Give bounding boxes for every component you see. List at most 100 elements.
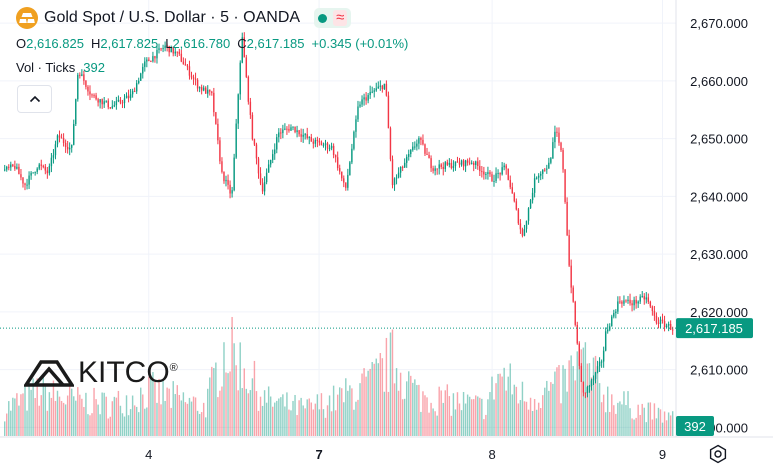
volume-bar — [649, 402, 652, 436]
candle-body — [598, 361, 601, 367]
candle-body — [243, 37, 245, 58]
volume-bar — [38, 405, 40, 436]
candle-body — [527, 208, 530, 221]
candle-body — [239, 62, 241, 95]
volume-bar — [330, 411, 333, 436]
settings-icon — [709, 444, 727, 464]
volume-bar — [655, 418, 658, 436]
candle-body — [38, 164, 40, 169]
candle-body — [615, 311, 617, 314]
time-tick-label: 8 — [489, 447, 496, 462]
candle-body — [602, 350, 605, 362]
volume-bar — [661, 422, 664, 436]
volume-bar — [32, 378, 34, 436]
volume-legend[interactable]: Vol · Ticks 392 — [16, 60, 105, 75]
volume-bar — [227, 373, 229, 436]
volume-bar — [462, 391, 465, 436]
candle-body — [418, 138, 420, 144]
volume-bar — [14, 398, 16, 436]
candle-body — [158, 48, 160, 50]
volume-bar — [156, 402, 158, 436]
candle-body — [215, 112, 217, 124]
volume-bar — [489, 392, 491, 436]
volume-bar — [221, 386, 223, 436]
volume-bar — [302, 405, 304, 436]
volume-bar — [371, 361, 373, 436]
volume-bar — [383, 391, 386, 436]
volume-bar — [117, 390, 120, 436]
volume-bar — [334, 410, 337, 436]
volume-bar — [460, 410, 463, 436]
candle-body — [274, 149, 276, 155]
candle-body — [639, 296, 641, 302]
candle-body — [146, 59, 148, 62]
volume-bar — [391, 329, 394, 436]
candle-body — [438, 164, 440, 169]
candle-body — [91, 94, 93, 96]
volume-bar — [434, 411, 436, 436]
volume-bar — [466, 394, 469, 436]
volume-bar — [306, 399, 308, 436]
candle-body — [580, 365, 583, 382]
price-tick-label: 2,620.000 — [690, 305, 748, 320]
volume-bar — [85, 392, 87, 436]
candle-body — [558, 132, 560, 143]
volume-bar — [190, 401, 193, 436]
status-pill[interactable]: ≈ — [314, 8, 352, 28]
volume-bar — [406, 381, 408, 436]
candle-body — [125, 95, 128, 99]
candle-body — [56, 135, 59, 145]
volume-bar — [245, 388, 248, 436]
volume-bar — [450, 415, 453, 436]
chart-settings-button[interactable] — [708, 444, 728, 469]
candle-body — [643, 296, 645, 300]
volume-bar — [373, 363, 375, 436]
candle-body — [77, 74, 79, 100]
candle-body — [93, 95, 95, 97]
collapse-legend-button[interactable] — [17, 85, 52, 113]
candle-body — [22, 177, 24, 184]
candle-body — [649, 301, 652, 307]
candle-body — [184, 64, 187, 66]
volume-bar — [213, 368, 215, 436]
high-value: H2,617.825 — [90, 36, 159, 51]
volume-bar — [440, 390, 442, 436]
volume-bar — [357, 399, 359, 436]
volume-bar — [485, 414, 487, 436]
volume-bar — [231, 316, 233, 436]
volume-bar — [389, 332, 392, 436]
candle-body — [229, 184, 231, 194]
candle-body — [414, 146, 416, 148]
candle-body — [521, 229, 524, 236]
candle-body — [464, 160, 467, 167]
volume-bar — [50, 397, 53, 436]
volume-bar — [621, 404, 623, 436]
candle-body — [495, 173, 497, 181]
candle-body — [138, 80, 140, 84]
candle-body — [298, 130, 300, 135]
candle-body — [288, 128, 290, 131]
chart-header: Gold Spot / U.S. Dollar · 5 · OANDA ≈ — [16, 7, 352, 29]
volume-bar — [588, 363, 591, 436]
volume-bar — [235, 365, 237, 436]
volume-bar — [590, 377, 593, 436]
volume-bar — [200, 412, 203, 436]
candle-body — [12, 164, 14, 166]
volume-badge — [676, 416, 714, 436]
candle-body — [294, 126, 296, 133]
time-tick-label: 7 — [315, 447, 322, 462]
time-tick-label: 4 — [145, 447, 152, 462]
symbol-title[interactable]: Gold Spot / U.S. Dollar · 5 · OANDA — [44, 9, 301, 26]
candle-body — [336, 157, 339, 169]
candle-body — [345, 182, 347, 188]
volume-bar — [454, 409, 457, 436]
volume-bar — [631, 418, 633, 436]
volume-bar — [456, 392, 459, 436]
candle-body — [489, 172, 491, 175]
candle-body — [121, 102, 124, 104]
volume-bar — [363, 368, 365, 436]
volume-bar — [607, 386, 609, 436]
candle-body — [416, 143, 418, 147]
candle-body — [180, 53, 183, 62]
